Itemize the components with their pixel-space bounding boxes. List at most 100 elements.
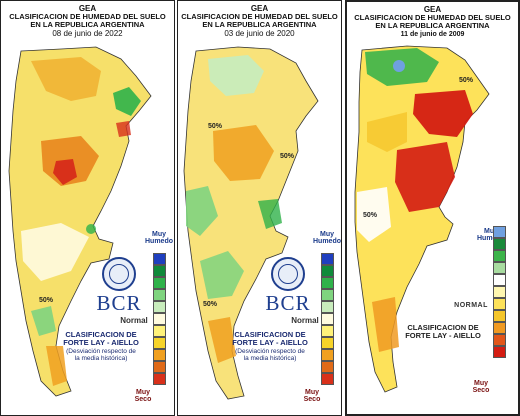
dry-spot-northeast <box>116 121 131 137</box>
legend-swatch <box>153 337 166 349</box>
wet-region-northeast <box>113 87 141 116</box>
legend-swatch <box>321 313 334 325</box>
legend-swatch <box>321 253 334 265</box>
legend-swatch <box>153 313 166 325</box>
classification-line1: CLASIFICACION DE <box>407 323 479 332</box>
map-panel-2009: GEA CLASIFICACION DE HUMEDAD DEL SUELO E… <box>345 0 520 416</box>
classification-line3: (Desviación respecto de <box>235 347 305 355</box>
argentina-moisture-map <box>8 46 152 397</box>
legend-dry-label: Muy Seco <box>472 380 490 394</box>
contour-label: 50% <box>203 301 218 308</box>
legend-dry-label: Muy Seco <box>303 389 321 403</box>
legend-swatch <box>153 265 166 277</box>
dry-margin <box>367 112 407 152</box>
legend-normal-label: NORMAL <box>454 302 488 309</box>
legend-swatch <box>153 301 166 313</box>
legend-swatch <box>321 349 334 361</box>
map-panel-2022: GEA CLASIFICACION DE HUMEDAD DEL SUELO E… <box>0 0 175 416</box>
very-dry-region-east <box>413 90 473 137</box>
legend-normal-label: Normal <box>120 316 148 325</box>
wet-spot-coast <box>86 224 96 234</box>
normal-region-west <box>357 187 391 242</box>
legend-wet-label: Muy Humedo <box>477 228 505 242</box>
header-title: CLASIFICACION DE HUMEDAD DEL SUELO <box>354 13 511 23</box>
header-org: GEA <box>423 5 442 14</box>
bcr-seal-icon <box>271 257 305 291</box>
color-legend <box>153 253 166 385</box>
legend-swatch <box>321 325 334 337</box>
color-legend <box>321 253 334 385</box>
wet-region-coast <box>258 199 282 229</box>
legend-swatch <box>493 262 506 274</box>
bcr-logo: BCR <box>258 257 318 314</box>
classification-line1: CLASIFICACION DE <box>65 330 137 339</box>
argentina-moisture-map <box>183 46 319 400</box>
classification-line2: FORTE LAY - AIELLO <box>63 338 139 348</box>
contour-label: 50% <box>280 153 295 160</box>
header-org: GEA <box>250 4 269 13</box>
legend-swatch <box>321 361 334 373</box>
dry-region-patagonia <box>372 297 399 352</box>
wet-region-north <box>208 55 264 96</box>
dry-region-patagonia <box>46 346 67 386</box>
classification-line4: la media histórica) <box>243 354 297 362</box>
contour-label: 50% <box>208 123 223 130</box>
header-org: GEA <box>78 4 97 13</box>
legend-swatch <box>153 277 166 289</box>
dry-region-north <box>31 57 101 101</box>
legend-swatch <box>493 274 506 286</box>
header-title: CLASIFICACION DE HUMEDAD DEL SUELO <box>9 12 166 22</box>
classification-note: CLASIFICACION DE FORTE LAY - AIELLO (Des… <box>53 330 149 362</box>
argentina-moisture-map <box>354 45 490 393</box>
header-subtitle: EN LA REPUBLICA ARGENTINA <box>375 21 490 31</box>
contour-label: 50% <box>39 297 54 304</box>
legend-wet-label: Muy Humedo <box>145 231 173 245</box>
wet-region-west <box>186 186 218 236</box>
legend-swatch <box>321 337 334 349</box>
bcr-logo: BCR <box>89 257 149 314</box>
dry-region-south <box>208 317 236 363</box>
classification-line4: la media histórica) <box>74 354 128 362</box>
legend-normal-label: Normal <box>291 316 319 325</box>
legend-swatch <box>153 361 166 373</box>
legend-swatch <box>493 346 506 358</box>
bcr-logo-text: BCR <box>96 291 142 315</box>
wet-region-patagonia <box>200 251 244 299</box>
wet-region-south <box>31 306 56 336</box>
contour-label: 50% <box>459 77 474 84</box>
map-header: GEA CLASIFICACION DE HUMEDAD DEL SUELO E… <box>347 5 518 39</box>
legend-wet-label: Muy Humedo <box>313 231 341 245</box>
legend-swatch <box>153 373 166 385</box>
very-dry-region-center <box>395 142 455 212</box>
map-header: GEA CLASIFICACION DE HUMEDAD DEL SUELO E… <box>178 4 341 39</box>
legend-dry-label: Muy Seco <box>134 389 152 403</box>
legend-swatch <box>493 310 506 322</box>
bcr-seal-icon <box>102 257 136 291</box>
normal-region-south <box>21 223 89 281</box>
dry-region-center <box>213 125 274 181</box>
classification-note: CLASIFICACION DE FORTE LAY - AIELLO <box>397 323 489 341</box>
classification-note: CLASIFICACION DE FORTE LAY - AIELLO (Des… <box>222 330 318 362</box>
very-wet-spot <box>393 60 405 72</box>
legend-swatch <box>321 301 334 313</box>
header-subtitle: EN LA REPUBLICA ARGENTINA <box>30 20 145 30</box>
color-legend <box>493 226 506 358</box>
bcr-logo-text: BCR <box>265 291 311 315</box>
classification-line3: (Desviación respecto de <box>66 347 136 355</box>
legend-swatch <box>321 277 334 289</box>
legend-swatch <box>321 373 334 385</box>
legend-swatch <box>153 253 166 265</box>
very-dry-spot <box>53 159 77 185</box>
classification-line1: CLASIFICACION DE <box>234 330 306 339</box>
header-subtitle: EN LA REPUBLICA ARGENTINA <box>202 20 317 30</box>
legend-swatch <box>493 226 506 238</box>
classification-line2: FORTE LAY - AIELLO <box>405 331 481 341</box>
legend-swatch <box>153 349 166 361</box>
legend-swatch <box>321 265 334 277</box>
legend-swatch <box>493 286 506 298</box>
header-date: 11 de junio de 2009 <box>400 31 465 39</box>
legend-swatch <box>153 289 166 301</box>
header-date: 08 de junio de 2022 <box>52 29 123 39</box>
legend-swatch <box>493 334 506 346</box>
map-panel-2020: GEA CLASIFICACION DE HUMEDAD DEL SUELO E… <box>177 0 342 416</box>
